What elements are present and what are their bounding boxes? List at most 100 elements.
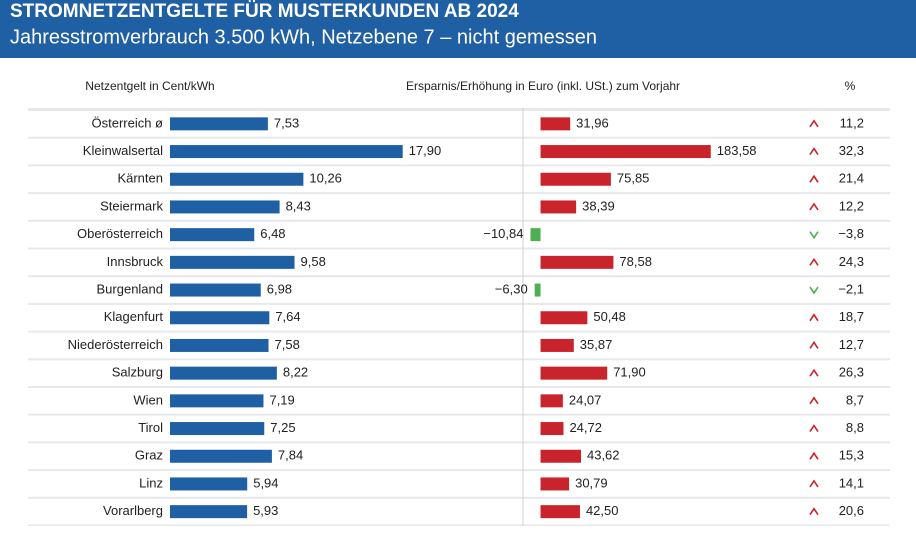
trend-arrow — [809, 396, 819, 405]
subtitle: Jahresstromverbrauch 3.500 kWh, Netzeben… — [10, 26, 597, 48]
category-label: Salzburg — [112, 365, 163, 380]
bar — [540, 394, 563, 408]
value-label: 50,48 — [593, 309, 626, 324]
percent-label: −3,8 — [838, 226, 864, 241]
value-label: 17,90 — [409, 143, 442, 158]
category-label: Burgenland — [97, 281, 164, 296]
bar — [540, 505, 580, 519]
value-label: 10,26 — [309, 171, 342, 186]
trend-arrow — [809, 231, 819, 240]
percent-label: 8,7 — [846, 392, 864, 407]
bar — [170, 228, 255, 242]
value-label: −10,84 — [483, 226, 523, 241]
bar — [540, 449, 581, 463]
percent-label: 32,3 — [839, 143, 864, 158]
trend-arrow — [809, 147, 819, 155]
value-label: 78,58 — [619, 254, 652, 269]
bar — [540, 477, 570, 491]
trend-arrow — [809, 368, 819, 377]
category-label: Linz — [139, 475, 163, 490]
bar — [540, 311, 588, 325]
trend-arrow — [809, 313, 819, 322]
bar — [170, 422, 265, 436]
bar — [170, 338, 269, 352]
percent-label: 20,6 — [839, 503, 864, 518]
bar — [540, 255, 614, 269]
percent-label: 8,8 — [846, 420, 864, 435]
value-label: 7,25 — [270, 420, 295, 435]
value-label: 7,58 — [275, 337, 300, 352]
category-label: Kärnten — [117, 171, 163, 186]
category-label: Niederösterreich — [68, 337, 163, 352]
value-label: 9,58 — [301, 254, 326, 269]
bar — [540, 117, 571, 131]
category-label: Vorarlberg — [103, 503, 163, 518]
bar — [540, 366, 608, 380]
bar — [540, 172, 611, 186]
value-label: 43,62 — [587, 448, 620, 463]
header-band — [0, 0, 916, 58]
value-label: 5,94 — [253, 475, 278, 490]
percent-label: 15,3 — [839, 448, 864, 463]
bar — [540, 200, 577, 214]
category-label: Österreich ø — [91, 115, 163, 130]
trend-arrow — [809, 451, 819, 460]
bar — [540, 338, 574, 352]
bar — [170, 394, 264, 408]
bar — [170, 449, 272, 463]
column-header: Ersparnis/Erhöhung in Euro (inkl. USt.) … — [406, 79, 680, 93]
value-label: 7,53 — [274, 115, 299, 130]
percent-label: 12,7 — [839, 337, 864, 352]
value-label: 35,87 — [580, 337, 613, 352]
category-label: Steiermark — [100, 198, 163, 213]
bar — [170, 255, 295, 269]
trend-arrow — [809, 341, 819, 349]
column-header: Netzentgelt in Cent/kWh — [85, 79, 214, 93]
bar — [170, 145, 403, 159]
value-label: 30,79 — [575, 475, 608, 490]
value-label: −6,30 — [495, 281, 528, 296]
category-label: Kleinwalsertal — [83, 143, 163, 158]
value-label: 7,64 — [275, 309, 300, 324]
value-label: 183,58 — [717, 143, 757, 158]
bar — [170, 283, 261, 297]
percent-label: −2,1 — [838, 281, 864, 296]
value-label: 24,07 — [569, 392, 602, 407]
percent-label: 21,4 — [839, 171, 864, 186]
value-label: 8,43 — [286, 198, 311, 213]
bar — [170, 117, 268, 131]
percent-label: 14,1 — [839, 475, 864, 490]
category-label: Tirol — [138, 420, 163, 435]
value-label: 5,93 — [253, 503, 278, 518]
trend-arrow — [809, 507, 819, 516]
trend-arrow — [809, 286, 819, 295]
value-label: 24,72 — [569, 420, 602, 435]
trend-arrow — [809, 174, 819, 183]
category-label: Wien — [133, 392, 163, 407]
column-header: % — [845, 79, 856, 93]
value-label: 7,19 — [269, 392, 294, 407]
bar — [530, 228, 541, 242]
bar — [170, 366, 277, 380]
bar — [170, 172, 304, 186]
bar — [170, 200, 280, 214]
percent-label: 18,7 — [839, 309, 864, 324]
category-label: Oberösterreich — [77, 226, 163, 241]
trend-arrow — [809, 202, 819, 211]
trend-arrow — [809, 479, 819, 488]
bar — [170, 477, 248, 491]
percent-label: 12,2 — [839, 198, 864, 213]
bar — [170, 505, 248, 519]
value-label: 8,22 — [283, 365, 308, 380]
percent-label: 24,3 — [839, 254, 864, 269]
title: STROMNETZENTGELTE FÜR MUSTERKUNDEN AB 20… — [10, 1, 519, 22]
value-label: 71,90 — [613, 365, 646, 380]
value-label: 42,50 — [586, 503, 619, 518]
value-label: 6,48 — [260, 226, 285, 241]
value-label: 7,84 — [278, 448, 303, 463]
trend-arrow — [809, 424, 819, 432]
value-label: 75,85 — [617, 171, 650, 186]
percent-label: 11,2 — [840, 115, 864, 130]
bar — [540, 422, 564, 436]
